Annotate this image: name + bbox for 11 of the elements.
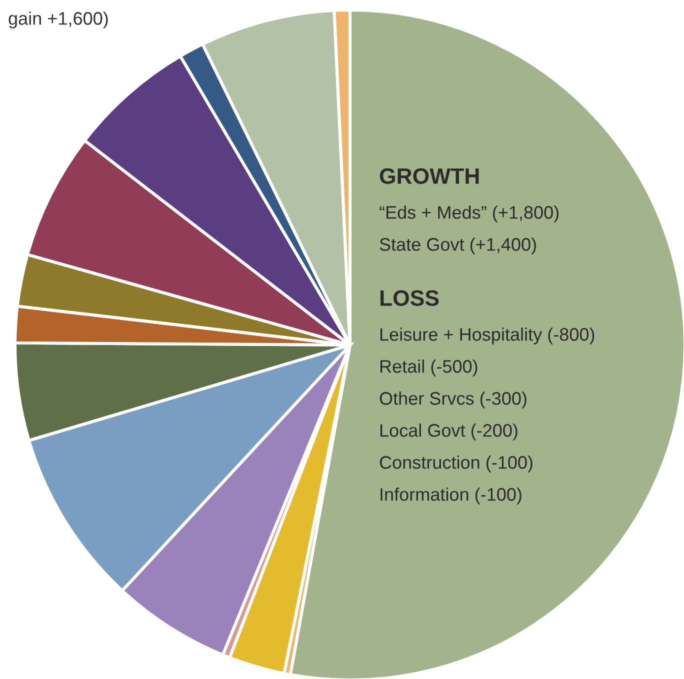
text: gain +1,600) bbox=[8, 12, 108, 28]
text: Local Govt (-200) bbox=[380, 424, 518, 440]
text: Retail (-500) bbox=[380, 360, 478, 376]
text: GROWTH bbox=[380, 168, 479, 184]
text: “Eds + Meds” (+1,800) bbox=[380, 206, 559, 222]
text: Leisure + Hospitality (-800) bbox=[380, 328, 594, 344]
text: LOSS bbox=[380, 290, 439, 306]
text: State Govt (+1,400) bbox=[380, 238, 536, 254]
text: Construction (-100) bbox=[380, 456, 532, 472]
text: Other Srvcs (-300) bbox=[380, 392, 526, 408]
text: Information (-100) bbox=[380, 488, 522, 504]
